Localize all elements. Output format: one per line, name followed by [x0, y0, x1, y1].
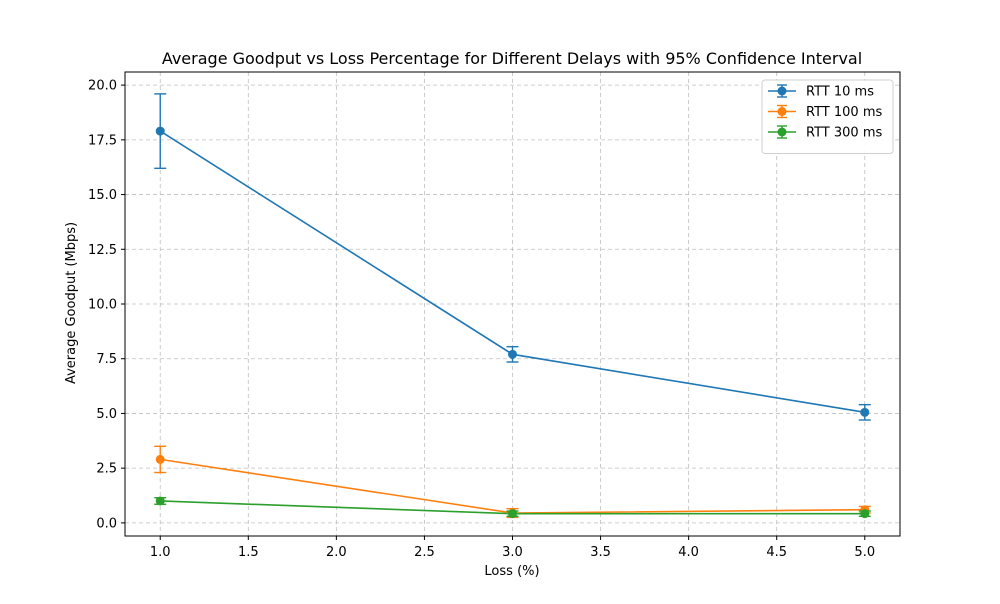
- y-tick-label: 10.0: [88, 298, 117, 313]
- x-tick-label: 1.0: [150, 545, 171, 560]
- x-tick-label: 2.0: [326, 545, 347, 560]
- series-3: [154, 496, 871, 519]
- x-tick-label: 2.5: [414, 545, 435, 560]
- data-point: [155, 454, 165, 464]
- legend-item: RTT 10 ms: [768, 84, 874, 100]
- legend-swatch-marker: [777, 86, 787, 96]
- plot-frame: [124, 71, 901, 537]
- data-point: [155, 126, 165, 136]
- legend-item: RTT 300 ms: [768, 125, 882, 141]
- legend: RTT 10 ms RTT 100 ms RTT 300 ms: [761, 79, 894, 154]
- data-point: [860, 509, 870, 519]
- legend-label: RTT 300 ms: [806, 126, 882, 141]
- x-axis-label: Loss (%): [484, 564, 539, 579]
- y-tick-label: 5.0: [96, 407, 117, 422]
- x-tick-label: 4.0: [678, 545, 699, 560]
- y-axis-label: Average Goodput (Mbps): [64, 222, 79, 384]
- y-tick-label: 12.5: [88, 243, 117, 258]
- y-tick-label: 0.0: [96, 516, 117, 531]
- x-tick-label: 3.0: [502, 545, 523, 560]
- y-tick-label: 20.0: [88, 79, 117, 94]
- x-tick-label: 3.5: [590, 545, 611, 560]
- series-1: [154, 93, 871, 421]
- legend-box: [761, 79, 894, 154]
- x-tick-label: 1.5: [238, 545, 259, 560]
- y-tick-label: 2.5: [96, 462, 117, 477]
- legend-swatch-marker: [777, 107, 787, 116]
- data-point: [508, 349, 517, 359]
- legend-swatch-marker: [777, 127, 787, 137]
- series-layer: [154, 93, 871, 519]
- y-tick-label: 7.5: [96, 352, 117, 367]
- x-tick-label: 5.0: [854, 545, 875, 560]
- chart-title: Average Goodput vs Loss Percentage for D…: [162, 49, 862, 68]
- data-point: [155, 496, 165, 506]
- legend-item: RTT 100 ms: [768, 104, 882, 120]
- legend-label: RTT 10 ms: [806, 85, 874, 100]
- x-tick-label: 4.5: [766, 545, 787, 560]
- data-point: [860, 407, 870, 417]
- y-tick-label: 17.5: [88, 133, 117, 148]
- y-tick-label: 15.0: [88, 188, 117, 203]
- data-point: [508, 509, 517, 519]
- ticks-layer: 1.0 1.5 2.0 2.5 3.0 3.5 4.0 4.5 5.0 0.0 2.5 5.0 7.5 1…: [88, 79, 875, 560]
- legend-label: RTT 100 ms: [806, 105, 882, 120]
